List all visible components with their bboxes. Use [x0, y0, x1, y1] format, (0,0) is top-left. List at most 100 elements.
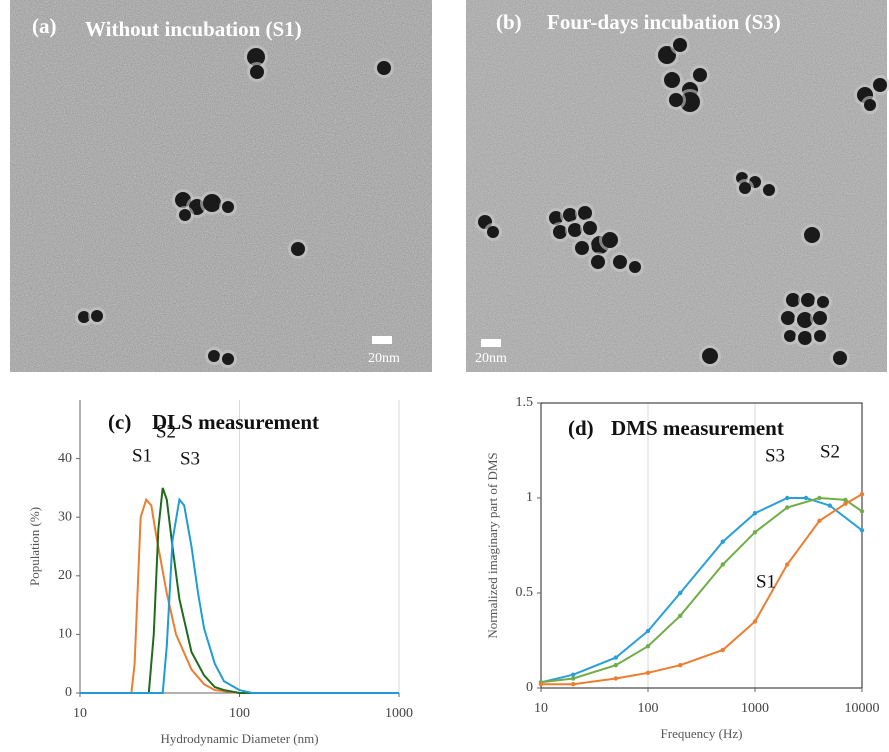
data-point	[613, 655, 618, 660]
y-tick-label: 40	[58, 451, 72, 466]
particle	[602, 232, 618, 248]
y-tick-label: 0	[65, 685, 72, 700]
data-point	[720, 539, 725, 544]
y-axis-label: Population (%)	[27, 507, 42, 586]
particle	[583, 221, 597, 235]
particle	[813, 311, 827, 325]
data-point	[571, 682, 576, 687]
particle	[179, 209, 191, 221]
panel-title: Four-days incubation (S3)	[547, 10, 781, 34]
series-label: S2	[820, 441, 840, 462]
particle	[208, 350, 220, 362]
x-tick-label: 10	[73, 706, 87, 721]
y-tick-label: 30	[58, 509, 72, 524]
particle	[797, 312, 813, 328]
data-point	[817, 495, 822, 501]
x-tick-label: 1000	[385, 706, 413, 721]
series-label: S2	[156, 421, 176, 442]
data-point	[645, 644, 651, 649]
panel-label: (b)	[496, 10, 522, 34]
data-point	[859, 528, 865, 533]
data-point	[571, 672, 576, 677]
particle	[801, 293, 815, 307]
data-point	[843, 501, 848, 506]
series-line	[540, 496, 863, 684]
y-tick-label: 0.5	[516, 585, 534, 600]
y-tick-label: 10	[58, 627, 72, 642]
data-point	[678, 590, 683, 596]
particle	[817, 296, 829, 308]
data-point	[859, 492, 865, 497]
data-point	[613, 663, 618, 668]
particle	[693, 68, 707, 82]
tem-image-a: (a) Without incubation (S1) 20nm	[10, 0, 432, 372]
particle	[804, 227, 820, 243]
particle	[658, 46, 676, 64]
data-point	[678, 663, 683, 668]
y-tick-label: 1.5	[516, 395, 534, 410]
series-line	[80, 487, 399, 694]
y-axis-label: Normalized imaginary part of DMS	[485, 452, 500, 638]
data-point	[538, 682, 544, 687]
particle	[739, 182, 751, 194]
particle	[784, 330, 796, 342]
particle	[629, 261, 641, 273]
chart-title: DLS measurement	[152, 410, 319, 434]
y-tick-label: 0	[526, 680, 533, 695]
series-label: S3	[765, 445, 785, 466]
particle	[873, 78, 887, 92]
x-tick-label: 100	[229, 706, 250, 721]
data-point	[720, 647, 725, 653]
particle	[669, 93, 683, 107]
particle	[673, 38, 687, 52]
data-point	[752, 619, 758, 624]
particle	[591, 255, 605, 269]
series-line	[80, 497, 399, 694]
y-tick-label: 20	[58, 568, 72, 583]
particle	[487, 226, 499, 238]
particle	[563, 208, 577, 222]
series-label: S1	[756, 571, 776, 592]
particle	[798, 331, 812, 345]
particle	[91, 310, 103, 322]
particle	[664, 72, 680, 88]
particle	[250, 65, 264, 79]
particle	[203, 194, 221, 212]
data-point	[720, 562, 725, 567]
particle	[549, 211, 563, 225]
data-point	[613, 676, 618, 681]
x-axis-label: Frequency (Hz)	[661, 726, 743, 741]
particle	[222, 353, 234, 365]
data-point	[752, 530, 758, 535]
particle	[613, 255, 627, 269]
image-texture	[10, 0, 432, 372]
plot-border	[540, 402, 863, 689]
data-point	[817, 518, 822, 523]
data-point	[785, 562, 790, 567]
scale-bar	[481, 339, 501, 347]
tem-image-b: (b) Four-days incubation (S3) 20nm	[466, 0, 889, 372]
particle	[763, 184, 775, 196]
particle	[78, 311, 90, 323]
series-label: S3	[180, 448, 200, 469]
data-point	[827, 503, 832, 508]
data-point	[645, 670, 651, 675]
particle	[578, 206, 592, 220]
particle	[864, 99, 876, 111]
x-tick-label: 1000	[741, 701, 769, 716]
panel-label: (a)	[32, 14, 57, 38]
series-label: S1	[132, 445, 152, 466]
particle	[786, 293, 800, 307]
particle	[553, 225, 567, 239]
series-line	[80, 497, 399, 694]
data-point	[785, 495, 790, 501]
scale-label: 20nm	[368, 351, 400, 366]
x-tick-label: 10000	[845, 701, 880, 716]
data-point	[803, 495, 809, 501]
particle	[702, 348, 718, 364]
x-axis-label: Hydrodynamic Diameter (nm)	[160, 731, 318, 746]
data-point	[678, 613, 683, 618]
data-point	[785, 505, 790, 510]
data-point	[752, 511, 758, 516]
